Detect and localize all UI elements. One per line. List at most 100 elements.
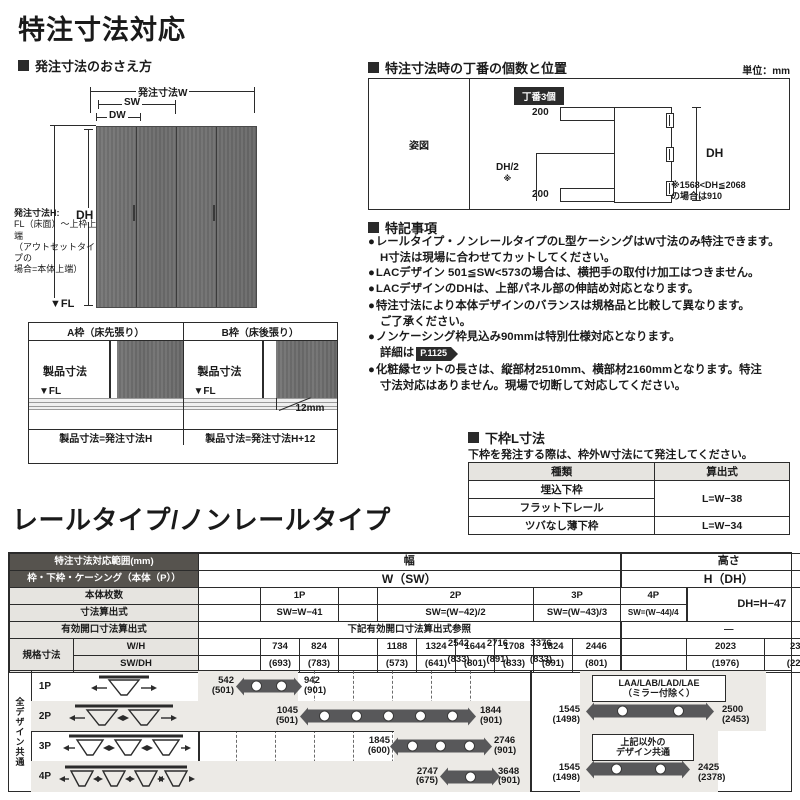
dim-dh-label: DH [74,208,96,222]
height-formula: DH=H−47 [685,587,800,622]
frame-type-comparison-table: A枠（床先張り） B枠（床後張り） 製品寸法 ▼FL 製品寸法 ▼FL 12mm [28,322,338,464]
type-cell: 埋込下枠 [467,480,656,499]
dim-200-bot-line [560,188,614,189]
range-dot [414,710,426,722]
order-dimension-h-note: 発注寸法H: FL（床面）〜上枠上端 （アウトセットタイプの 場合=本体上端） [14,208,97,275]
panel-icon-column: 1P 2P 3P [31,671,200,792]
callout-12mm: 12mm [295,403,325,414]
dim-h-tick-top [50,125,59,126]
special-notes-list: ● レールタイプ・ノンレールタイプのL型ケーシングはW寸法のみ特注できます。 H寸… [368,235,794,395]
height-label-box-1: LAA/LAB/LAD/LAE （ミラー付除く） [592,675,726,702]
row-label-formula: 寸法算出式 [8,604,200,622]
range-dot [276,680,287,692]
std-w-7: 2446 [572,638,622,656]
range-dot [464,771,476,782]
hinge-icon-top [666,113,674,128]
note-cont-with-ref: 詳細は P.1125 [368,346,794,362]
range-dot [435,740,447,752]
fl-marker: ▼FL [48,298,77,310]
elevation-view-label: 姿図 [369,79,470,209]
width-min-4p: 2747 (675) [415,765,438,787]
std-h-1: 2306 [764,638,800,656]
height-range-bar-1[interactable] [594,704,706,718]
width-max-1p: 942 (901) [304,675,327,696]
note-item: ● LACデザインのDHは、上部パネル部の伸詰め対応となります。 [368,283,700,296]
hinge-diagram-box: 姿図 丁番3個 200 200 DH/2 ※ DH ※1568<DH≦2 [368,78,790,210]
panel-row-1p: 1P [31,671,198,702]
range-bar-3p[interactable] [398,739,484,753]
dim-dh-tick-bot [84,305,93,306]
dim-200-top-label: 200 [532,107,549,118]
spacer-cell [338,587,379,605]
height-code: H（DH） [619,570,800,588]
order-dimension-diagram: 発注寸法のおさえ方 発注寸法W SW DW DH ▼FL 発注寸法H: FL（床… [8,56,348,476]
std-w-overflow: 2542 2716 3376 [447,638,552,649]
spacer-cell [198,604,262,622]
col-type: 種類 [467,462,656,481]
range-bar-region: 全デザイン共通 1P 2P 3P [9,670,791,792]
dim-200-bot-line2 [560,201,614,202]
row-label-opening: 有効開口寸法算出式 [8,621,200,639]
hinge-icon-middle [666,147,674,162]
frame-b-header: B枠（床後張り） [221,328,299,339]
std-w-0: 734 [260,638,301,656]
dh-half-vline [536,153,537,201]
door-icon-4p [59,765,195,787]
bullet-square-icon [368,222,379,233]
width-max-4p: 3648 (901) [498,765,521,787]
range-bar-4p[interactable] [448,770,492,783]
dim-sw-tick-l [98,100,99,109]
dim-dw-tick-l [96,113,97,121]
bullet-square-icon [368,62,379,73]
table-row-panel-count: 本体枚数 1P 2P 3P 4P DH=H−47 [8,587,800,622]
type-cell: フラット下レール [467,498,656,517]
range-dot [406,740,418,752]
table-header-row: 種類 算出式 [467,462,790,481]
dim-h-line [54,125,55,306]
spacer-cell [198,638,262,656]
door-icon-3p [63,734,191,756]
formula-4p: SW=(W−44)/4 [620,604,688,622]
table-row-standard-wh: 規格寸法 W/H 734 824 1188 1324 1644 1708 182… [9,638,800,673]
frame-b-diagram: 製品寸法 ▼FL 12mm [183,341,337,429]
range-dot [350,710,362,722]
range-dot [464,740,476,752]
std-w-2: 1188 [377,638,418,656]
frame-a-header: A枠（床先張り） [29,323,184,340]
panel-1p: 1P [260,587,340,605]
range-bar-1p[interactable] [244,679,294,693]
formula-cell: L=W−34 [654,516,790,535]
std-sw-overflow: (833) (891) (833) [447,654,553,665]
page-title: 特注寸法対応 [18,15,186,45]
dim-w-label: 発注寸法W [136,84,190,99]
range-bar-2p[interactable] [308,709,468,723]
note-cont: H寸法は現場に合わせてカットしてください。 [380,252,616,265]
product-dim-label-b: 製品寸法 [197,366,242,378]
height-max-1: 2500 (2453) [722,704,750,725]
range-dot [672,705,684,717]
note-cont: 寸法対応はありません。現場で切断して対応してください。 [380,380,687,393]
height-range-bar-2[interactable] [594,762,682,776]
note-cont: ご了承ください。 [380,315,472,328]
std-h-0: 2023 [686,638,766,656]
note-item: ● レールタイプ・ノンレールタイプのL型ケーシングはW寸法のみ特注できます。 [368,236,780,248]
formula-frame-b: 製品寸法=発注寸法H+12 [205,434,316,445]
header-width-group: 幅 [198,553,622,571]
door-panel-illustration [96,126,257,308]
dh-half-label: DH/2 ※ [496,162,519,183]
bullet-square-icon [468,432,479,443]
note-item: ● ノンケーシング枠見込み90mmは特別仕様対応となります。 [368,330,681,343]
page-reference-badge[interactable]: P.1125 [416,347,458,362]
fl-marker-b: ▼FL [193,386,216,397]
hinge-icon-bottom [666,181,674,196]
frame-a-diagram: 製品寸法 ▼FL [29,341,184,429]
type-cell: ツバなし薄下枠 [467,516,656,535]
dim-200-bot-label: 200 [532,189,549,200]
spacer-cell [338,638,379,656]
door-icon-1p [91,675,157,696]
range-dot [446,710,458,722]
hinge-special-note: ※1568<DH≦2068 の場合は910 [671,179,746,202]
product-dim-label-a: 製品寸法 [43,366,87,378]
range-dot [610,763,622,775]
formula-3p: SW=(W−43)/3 [533,604,622,622]
